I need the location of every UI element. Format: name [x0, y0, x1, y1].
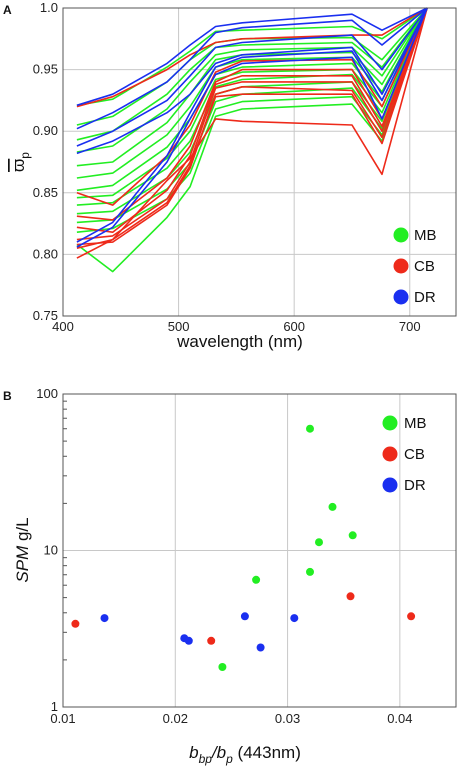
panel-b-point-mb — [348, 531, 357, 540]
panel-b-point-cb — [71, 619, 80, 628]
panel-b-point-mb — [218, 663, 227, 671]
panel-a-series-dr — [76, 7, 428, 243]
panel-a-frame — [62, 7, 457, 317]
panel-b-legend-marker-cb — [382, 446, 398, 462]
panel-b-y-tick-label: 100 — [36, 386, 58, 401]
panel-b-x-label-mid: /b — [211, 743, 226, 762]
panel-a-legend-marker-dr — [393, 289, 409, 305]
panel-b-point-dr — [290, 614, 299, 623]
panel-a-legend-marker-cb — [393, 258, 409, 274]
panel-b-y-label-tail: g/L — [13, 517, 32, 545]
panel-b-x-label-tail: (443nm) — [233, 743, 301, 762]
panel-a-legend-label-mb: MB — [414, 227, 437, 244]
panel-a-series-mb — [76, 7, 428, 273]
panel-b-legend: MB CB DR — [382, 415, 427, 494]
panel-b-point-mb — [315, 538, 323, 547]
panel-b-y-label-main: SPM — [13, 545, 32, 583]
panel-a-y-tick-label: 0.75 — [33, 308, 58, 323]
panel-a-ticks: 400 500 600 700 0.75 0.80 0.85 0.90 0.95 1.0 — [33, 0, 421, 334]
panel-a-label: A — [3, 3, 12, 17]
panel-a-legend-label-dr: DR — [414, 289, 436, 306]
panel-a-y-label-sub: p — [18, 152, 32, 159]
panel-a-series-cb — [76, 7, 428, 249]
panel-b-x-label: bbp/bp (443nm) — [189, 743, 301, 766]
panel-a-y-tick-label: 0.90 — [33, 123, 58, 138]
panel-a-x-label: wavelength (nm) — [176, 332, 303, 351]
panel-a-series-dr — [76, 7, 428, 248]
panel-a-legend-label-cb: CB — [414, 258, 435, 275]
panel-a-lines — [76, 7, 428, 273]
panel-b-point-cb — [346, 592, 355, 601]
panel-b-label: B — [3, 389, 12, 403]
panel-a-series-dr — [76, 7, 428, 130]
panel-b-point-dr — [100, 614, 109, 623]
panel-a-x-tick-label: 600 — [283, 319, 305, 334]
panel-b-legend-label-dr: DR — [404, 477, 426, 494]
panel-a-series-cb — [76, 7, 428, 206]
panel-a-y-tick-label: 0.95 — [33, 62, 58, 77]
panel-a-series-cb — [76, 7, 428, 246]
panel-b-x-tick-label: 0.04 — [387, 711, 412, 726]
panel-a-series-cb — [76, 7, 428, 241]
panel-a-series-dr — [76, 7, 428, 147]
panel-b-point-dr — [240, 612, 249, 621]
panel-b-point-mb — [328, 502, 337, 511]
panel-a-x-tick-label: 700 — [399, 319, 421, 334]
panel-a-y-label: ϖp — [9, 152, 32, 172]
panel-a-y-label-main: ϖ — [9, 159, 28, 172]
panel-b-y-tick-label: 1 — [51, 699, 58, 714]
panel-a-series-dr — [76, 7, 428, 155]
panel-a-series-cb — [76, 7, 428, 259]
panel-a-y-tick-label: 0.80 — [33, 246, 58, 261]
panel-b-point-dr — [184, 636, 193, 645]
panel-b-point-mb — [306, 567, 314, 576]
panel-b-point-cb — [407, 612, 416, 621]
panel-a-x-tick-label: 400 — [52, 319, 74, 334]
panel-a-x-tick-label: 500 — [168, 319, 190, 334]
panel-b-legend-marker-dr — [382, 477, 398, 493]
panel-b-y-label: SPM g/L — [13, 517, 32, 582]
panel-b-x-tick-label: 0.03 — [275, 711, 300, 726]
panel-b-x-tick-label: 0.02 — [163, 711, 188, 726]
panel-b-points — [71, 424, 416, 671]
panel-a-y-tick-label: 0.85 — [33, 185, 58, 200]
panel-b-frame — [62, 393, 457, 708]
panel-b-point-mb — [306, 424, 314, 433]
panel-b-ticks: 0.01 0.02 0.03 0.04 1 10 100 — [36, 386, 412, 726]
panel-a-series-mb — [76, 7, 428, 153]
panel-b-legend-marker-mb — [382, 415, 398, 431]
panel-b-x-label-sub1: bp — [199, 752, 213, 766]
panel-a-series-cb — [76, 7, 428, 233]
panel-a-legend: MB CB DR — [393, 227, 437, 306]
panel-b-grid — [62, 393, 456, 708]
panel-a-series-mb — [76, 7, 428, 167]
panel-b-point-cb — [207, 636, 216, 645]
panel-a-legend-marker-mb — [393, 227, 409, 243]
panel-b-x-label-sub2: p — [225, 752, 233, 766]
panel-a-series-dr — [76, 7, 428, 107]
panel-b-x-label-main: b — [189, 743, 198, 762]
panel-a-y-tick-label: 1.0 — [40, 0, 58, 15]
panel-b-y-tick-label: 10 — [44, 543, 58, 558]
panel-b-x-tick-label: 0.01 — [50, 711, 75, 726]
panel-b-point-mb — [252, 575, 261, 584]
panel-a-series-mb — [76, 7, 428, 199]
panel-b-legend-label-mb: MB — [404, 415, 427, 432]
panel-a-series-cb — [76, 7, 428, 108]
panel-b-legend-label-cb: CB — [404, 446, 425, 463]
panel-b-point-dr — [256, 643, 265, 652]
